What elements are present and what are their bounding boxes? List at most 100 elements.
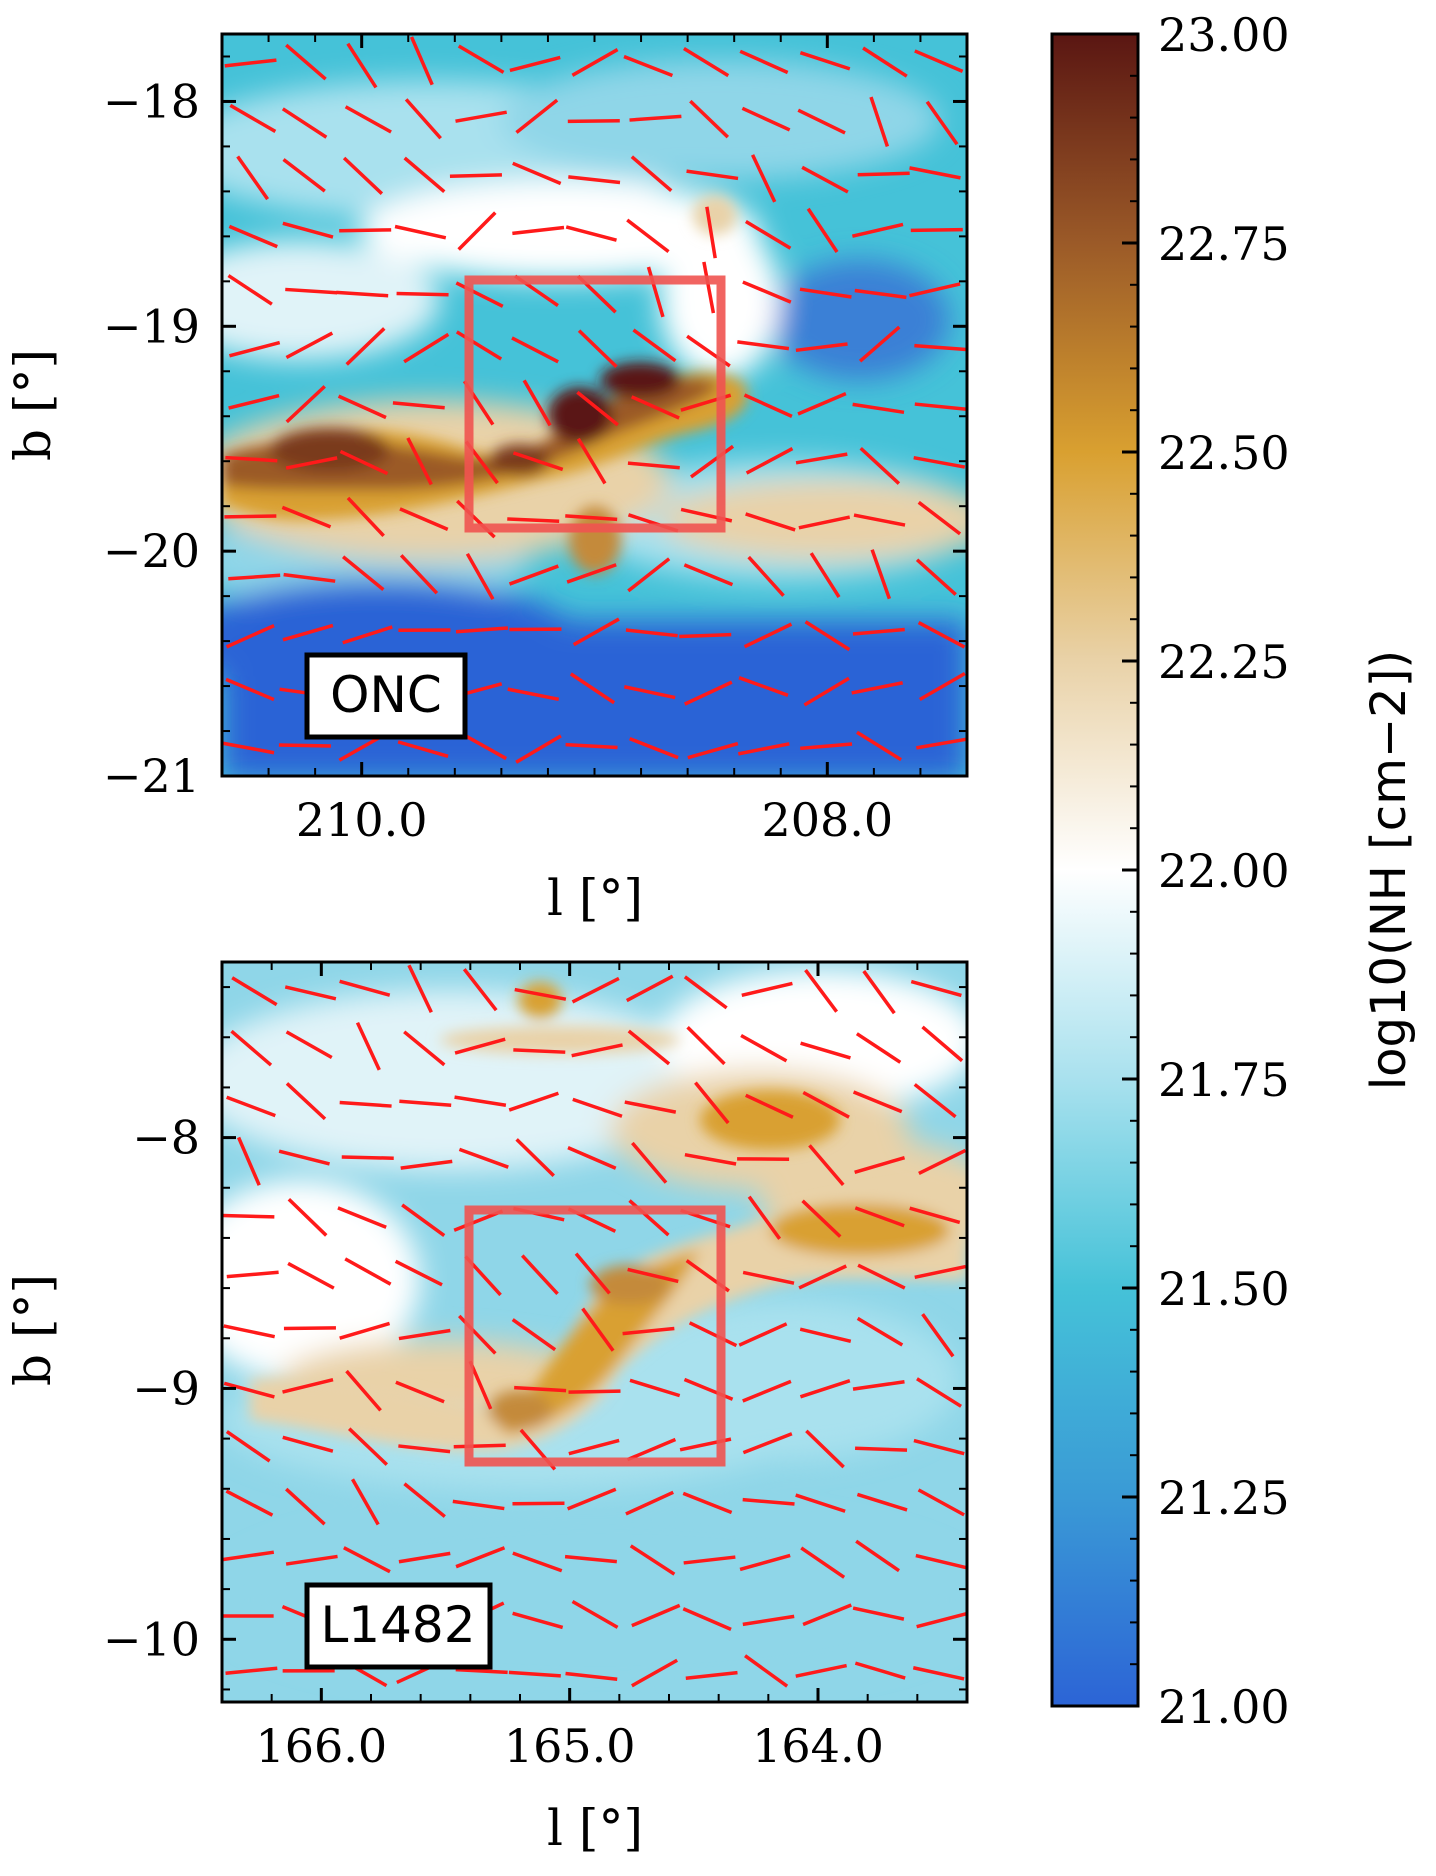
polarization-vector — [572, 1097, 623, 1118]
polarization-vector — [453, 1443, 506, 1449]
polarization-vector — [870, 549, 892, 600]
polarization-vector — [577, 329, 618, 369]
polarization-vector — [623, 685, 676, 700]
polarization-vector — [225, 1430, 271, 1463]
polarization-vector — [566, 563, 617, 584]
polarization-vector — [283, 1326, 336, 1331]
polarization-vector — [682, 47, 730, 78]
polarization-vector — [571, 1043, 623, 1058]
polarization-vector — [798, 515, 851, 530]
polarization-vector — [914, 343, 967, 352]
colorbar-label: log10(NH [cm−2]) — [1361, 650, 1417, 1090]
polarization-vector — [799, 1327, 852, 1343]
polarization-vector — [917, 621, 966, 649]
polarization-vector — [284, 985, 337, 1001]
onc-x-axis-label: l [°] — [547, 869, 643, 927]
colorbar-tick-label: 22.25 — [1158, 635, 1290, 689]
polarization-vector — [689, 444, 735, 479]
polarization-vector — [917, 500, 962, 536]
polarization-vector — [224, 58, 277, 68]
polarization-vector — [802, 1603, 852, 1627]
polarization-vector — [627, 1267, 679, 1284]
polarization-vector — [862, 970, 896, 1015]
polarization-vector — [572, 617, 620, 647]
polarization-vector — [854, 288, 907, 300]
polarization-vector — [686, 169, 739, 181]
polarization-vector — [341, 1155, 394, 1160]
polarization-vector — [285, 1082, 327, 1121]
polarization-vector — [515, 98, 559, 134]
polarization-vector — [625, 1490, 674, 1516]
polarization-vector — [339, 228, 392, 233]
polarization-vector — [629, 1378, 681, 1398]
polarization-vector — [797, 392, 847, 416]
polarization-vector — [522, 379, 552, 427]
polarization-vector — [631, 1141, 668, 1184]
l1482-x-axis-label: l [°] — [547, 1799, 643, 1857]
polarization-vector — [403, 156, 446, 194]
polarization-vector — [581, 1307, 615, 1352]
polarization-vector — [462, 968, 498, 1012]
polarization-vector — [222, 1213, 275, 1219]
polarization-vector — [683, 975, 728, 1010]
polarization-vector — [921, 1025, 964, 1063]
polarization-vector — [799, 51, 851, 71]
polarization-vector — [909, 166, 961, 180]
polarization-vector — [346, 42, 378, 89]
polarization-vector — [571, 48, 619, 77]
polarization-vector — [285, 1030, 333, 1060]
x-tick-label: 210.0 — [296, 793, 428, 847]
polarization-vector — [737, 742, 790, 756]
polarization-vector — [455, 330, 503, 361]
polarization-vector — [569, 672, 616, 705]
polarization-vector — [342, 156, 384, 195]
polarization-vector — [397, 740, 449, 759]
polarization-vector — [576, 437, 607, 485]
polarization-vector — [854, 1206, 905, 1228]
polarization-vector — [457, 211, 497, 251]
polarization-vector — [403, 1030, 446, 1067]
polarization-vector — [914, 1264, 966, 1279]
polarization-vector — [741, 106, 791, 132]
colorbar-tick-label: 22.50 — [1158, 426, 1290, 480]
y-tick-label: −21 — [103, 749, 200, 803]
polarization-vector — [750, 154, 777, 203]
colorbar-ticks: 23.00 22.75 22.50 22.25 22.00 21.75 21.50 21.25… — [1122, 8, 1290, 1734]
polarization-vector — [745, 1093, 794, 1119]
polarization-vector — [567, 1146, 617, 1170]
polarization-vector — [285, 456, 338, 470]
polarization-vector — [739, 49, 789, 75]
l1482-region-label: L1482 — [320, 1596, 475, 1654]
polarization-vector — [404, 98, 442, 140]
polarization-vector — [689, 99, 730, 139]
polarization-vector — [806, 207, 839, 253]
polarization-vector — [684, 1152, 737, 1166]
polarization-vector — [512, 451, 564, 472]
polarization-vector — [355, 1021, 381, 1071]
polarization-vector — [400, 1159, 453, 1170]
polarization-vector — [508, 1091, 559, 1112]
onc-column-density-map — [222, 34, 967, 776]
polarization-vector — [852, 627, 905, 636]
polarization-vector — [804, 968, 839, 1013]
polarization-vector — [226, 1095, 276, 1118]
polarization-vector — [741, 981, 793, 998]
colorbar-tick-label: 21.50 — [1158, 1262, 1290, 1316]
polarization-vector — [282, 158, 326, 193]
l1482-region-label-box: L1482 — [304, 1582, 493, 1670]
polarization-vector — [401, 1203, 446, 1237]
polarization-vector — [802, 1090, 850, 1119]
polarization-vector — [403, 332, 450, 364]
polarization-vector — [282, 1435, 334, 1453]
polarization-vector — [392, 401, 445, 410]
polarization-vector — [344, 105, 392, 134]
polarization-vector — [468, 1360, 493, 1410]
polarization-vector — [805, 1429, 845, 1469]
polarization-vector — [918, 1148, 967, 1176]
polarization-vector — [626, 218, 670, 254]
polarization-vector — [337, 394, 387, 420]
polarization-vector — [225, 624, 275, 649]
polarization-vector — [285, 1554, 338, 1566]
polarization-vector — [801, 1199, 842, 1238]
polarization-vector — [406, 437, 433, 486]
